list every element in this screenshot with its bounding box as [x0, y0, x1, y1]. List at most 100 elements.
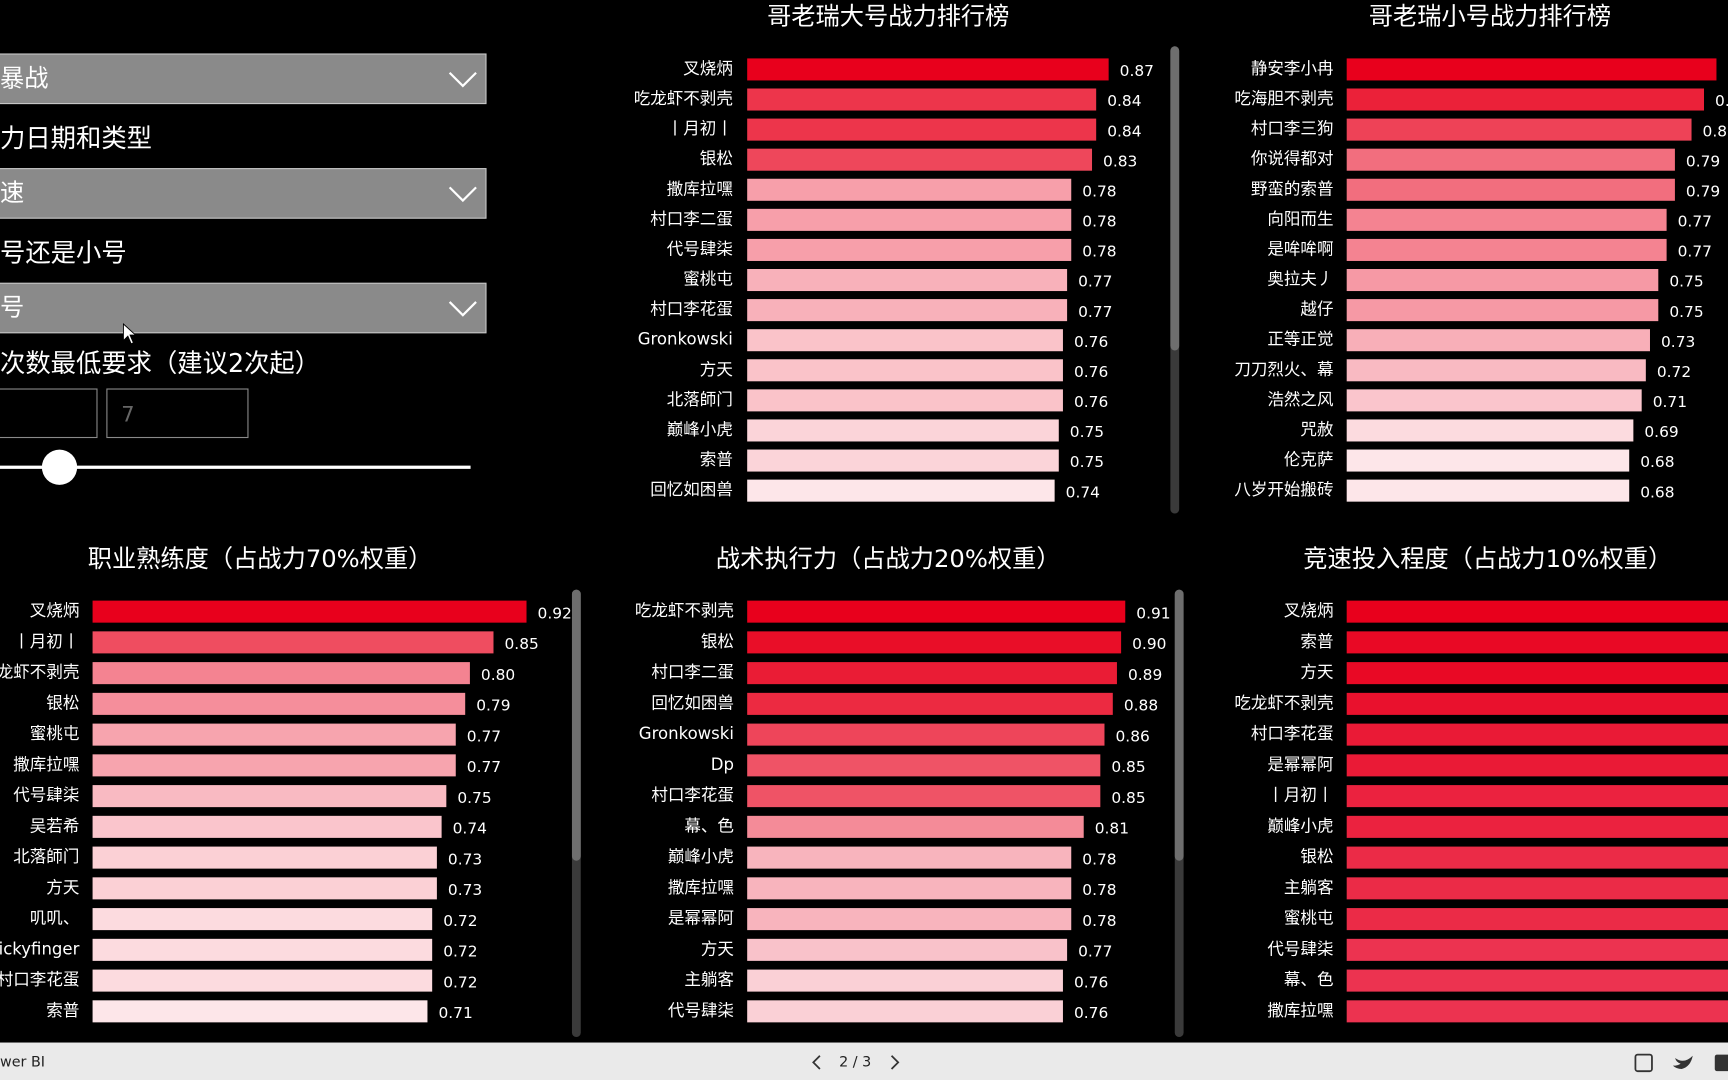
value-label: 0.77	[1678, 243, 1712, 261]
scrollbar-thumb[interactable]	[1170, 46, 1180, 351]
bar	[1346, 329, 1650, 352]
category-label: 野蛮的索普	[1251, 179, 1334, 198]
value-label: 0.85	[1111, 758, 1145, 776]
category-label: 主躺客	[1284, 878, 1334, 897]
bar	[747, 299, 1068, 322]
dropdown[interactable]	[0, 168, 487, 219]
bar	[747, 208, 1072, 231]
bar	[1346, 662, 1728, 685]
category-label: 村口李三狗	[1251, 119, 1334, 138]
share-facebook[interactable]	[1714, 1054, 1728, 1072]
category-label: 巅峰小虎	[667, 420, 733, 439]
category-label: 刀刀烈火、幕	[1234, 360, 1333, 379]
slider-thumb[interactable]	[41, 449, 78, 485]
value-label: 0.76	[1074, 1004, 1108, 1022]
value-label: 0.84	[1107, 122, 1141, 140]
category-label: 北落師门	[667, 390, 733, 409]
bar	[747, 662, 1117, 685]
bar	[1346, 692, 1728, 715]
category-label: 索普	[1300, 632, 1333, 651]
category-label: 代号肆柒	[13, 786, 79, 805]
value-label: 0.73	[1661, 333, 1695, 351]
bar	[747, 88, 1097, 111]
footer-brand: wer BI	[0, 1054, 45, 1070]
value-label: 0.85	[1111, 789, 1145, 807]
chart-title: 哥老瑞大号战力排行榜	[767, 2, 1009, 31]
category-label: 方天	[1300, 663, 1333, 682]
category-label: 八岁开始搬砖	[1234, 480, 1333, 499]
bar	[1346, 359, 1646, 382]
value-label: 0.77	[1078, 943, 1112, 961]
share-twitter[interactable]	[1672, 1055, 1693, 1069]
category-label: 索普	[46, 1001, 79, 1020]
bar	[1346, 208, 1667, 231]
value-label: 0.91	[1136, 604, 1170, 622]
value-label: 0.85	[505, 635, 539, 653]
bar	[747, 908, 1072, 931]
bar	[92, 600, 527, 623]
next-page[interactable]	[890, 1055, 900, 1070]
bar	[1346, 178, 1675, 201]
bar	[747, 631, 1122, 654]
bar	[747, 846, 1072, 869]
scrollbar-thumb[interactable]	[571, 589, 581, 861]
category-label: 村口李花蛋	[0, 970, 79, 989]
category-label: 吃海胆不剥壳	[1234, 89, 1333, 108]
value-label: 0.78	[1082, 850, 1116, 868]
range-max-input[interactable]	[106, 388, 249, 439]
bar	[747, 329, 1063, 352]
category-label: 静安李小冉	[1251, 59, 1334, 78]
category-label: 撒库拉嘿	[667, 179, 733, 198]
range-max-value: 7	[121, 402, 134, 426]
category-label: 龙虾不剥壳	[0, 663, 79, 682]
bar	[747, 118, 1097, 141]
category-label: Dp	[711, 755, 734, 774]
bar	[1346, 389, 1642, 412]
bar	[1346, 785, 1728, 808]
bar	[1346, 88, 1704, 111]
prev-page[interactable]	[812, 1055, 821, 1070]
value-label: 0.83	[1103, 152, 1137, 170]
scrollbar-thumb[interactable]	[1174, 589, 1184, 861]
category-label: 正等正觉	[1267, 330, 1333, 349]
value-label: 0.80	[481, 666, 515, 684]
bar	[92, 692, 466, 715]
category-label: 叉烧炳	[683, 59, 733, 78]
dropdown[interactable]	[0, 53, 487, 105]
value-label: 0.76	[1074, 393, 1108, 411]
category-label: 方天	[701, 939, 734, 958]
category-label: 吃龙虾不剥壳	[1234, 693, 1333, 712]
slicer-label: 号还是小号	[0, 238, 127, 268]
range-min-input[interactable]	[0, 388, 98, 439]
category-label: 代号肆柒	[1267, 939, 1333, 958]
bar	[92, 938, 433, 961]
bar	[747, 785, 1101, 808]
bar	[747, 389, 1063, 412]
bar	[1346, 1000, 1728, 1023]
category-label: 幕、色	[1284, 970, 1334, 989]
value-label: 0.79	[1686, 182, 1720, 200]
category-label: 银松	[700, 149, 733, 168]
share-linkedin[interactable]	[1634, 1053, 1653, 1073]
value-label: 0.77	[1678, 213, 1712, 231]
category-label: 你说得都对	[1251, 149, 1334, 168]
bar	[747, 419, 1059, 442]
category-label: 蜜桃屯	[30, 724, 80, 743]
value-label: 0.77	[467, 758, 501, 776]
category-label: Gronkowski	[639, 724, 734, 743]
chevron	[448, 301, 477, 317]
category-label: 巅峰小虎	[1267, 816, 1333, 835]
category-label: 叉烧炳	[30, 601, 80, 620]
dropdown[interactable]	[0, 282, 487, 334]
category-label: 代号肆柒	[667, 239, 733, 258]
value-label: 0.68	[1640, 483, 1674, 501]
bar	[1346, 269, 1659, 292]
value-label: 0.75	[1669, 273, 1703, 291]
value-label: 0.81	[1095, 820, 1129, 838]
dropdown-value: 速	[0, 178, 24, 207]
value-label: 0.88	[1124, 697, 1158, 715]
bar	[92, 631, 494, 654]
category-label: 是幂幂阿	[668, 909, 734, 928]
category-label: 撒库拉嘿	[1267, 1001, 1333, 1020]
value-label: 0.83	[1703, 122, 1728, 140]
